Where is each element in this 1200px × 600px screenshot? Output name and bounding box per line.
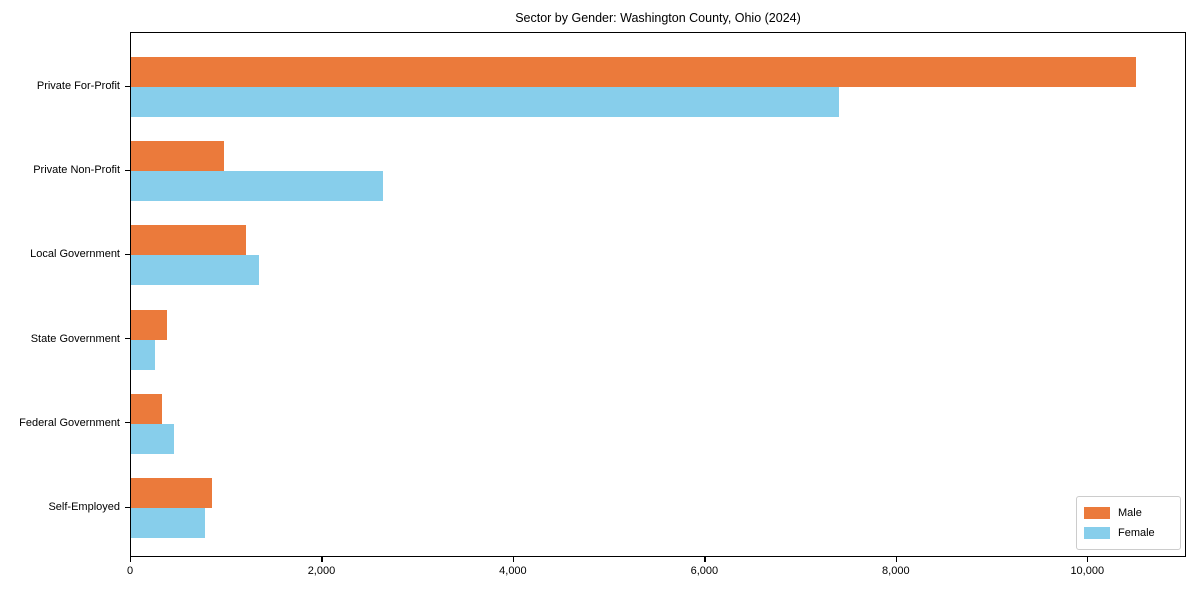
bar-female-3 — [131, 339, 155, 370]
x-tick-mark — [704, 555, 706, 562]
legend-label-female: Female — [1118, 527, 1155, 539]
y-tick-label: Local Government — [30, 248, 120, 261]
bar-male-0 — [131, 57, 1137, 87]
y-tick-label: State Government — [30, 332, 120, 345]
bar-female-5 — [131, 508, 206, 538]
bar-female-2 — [131, 255, 260, 286]
bar-male-2 — [131, 225, 246, 256]
bar-male-3 — [131, 309, 167, 340]
bar-male-5 — [131, 478, 213, 508]
y-tick-label: Private For-Profit — [36, 80, 120, 92]
x-tick-label: 0 — [126, 564, 134, 577]
x-tick-mark — [321, 555, 323, 562]
male-color-swatch — [1084, 507, 1110, 519]
y-tick-mark — [125, 338, 130, 340]
y-tick-label: Self-Employed — [48, 501, 120, 513]
chart-title: Sector by Gender: Washington County, Ohi… — [515, 11, 801, 25]
y-axis-labels: Private For-Profit Private Non-Profit Loca… — [0, 32, 120, 557]
x-tick-mark — [130, 555, 132, 562]
x-tick-label: 8,000 — [882, 564, 910, 577]
x-tick-mark — [895, 555, 897, 562]
x-tick-label: 6,000 — [690, 564, 719, 577]
female-color-swatch — [1084, 527, 1110, 539]
legend-item-female: Female — [1084, 523, 1172, 543]
x-tick-label: 10,000 — [1070, 564, 1105, 577]
y-tick-mark — [125, 422, 130, 424]
bar-male-4 — [131, 393, 163, 424]
x-tick-mark — [512, 555, 515, 562]
legend-item-male: Male — [1084, 503, 1172, 523]
y-tick-mark — [125, 506, 130, 508]
legend: Male Female — [1076, 496, 1181, 550]
x-axis: 0 2,000 4,000 6,000 8,000 10,000 — [126, 555, 1186, 592]
plot-area: Male Female — [130, 32, 1186, 557]
x-tick-label: 2,000 — [307, 564, 336, 577]
y-tick-label: Federal Government — [19, 416, 120, 429]
y-tick-mark — [125, 169, 130, 171]
bar-female-0 — [131, 87, 840, 117]
bar-female-1 — [131, 171, 383, 202]
y-tick-mark — [125, 253, 130, 256]
bar-female-4 — [131, 423, 175, 454]
y-tick-mark — [125, 85, 130, 87]
legend-label-male: Male — [1118, 507, 1142, 519]
x-tick-mark — [1087, 555, 1089, 562]
x-tick-label: 4,000 — [499, 564, 527, 577]
y-tick-label: Private Non-Profit — [33, 164, 120, 177]
bar-male-1 — [131, 141, 224, 172]
